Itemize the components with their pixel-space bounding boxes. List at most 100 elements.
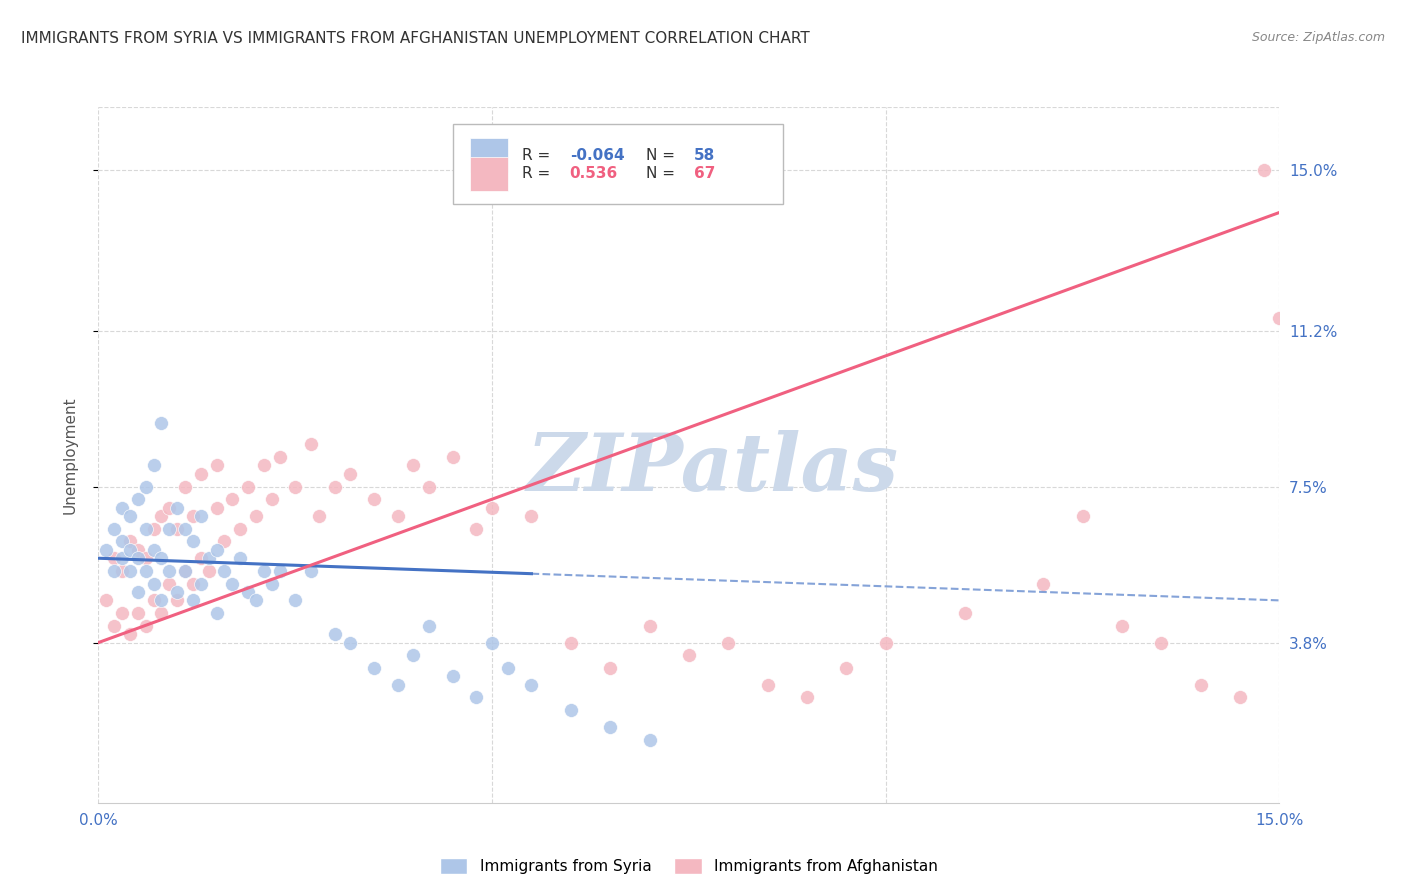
- Point: [465, 690, 488, 705]
- Point: [205, 606, 228, 620]
- Point: [150, 593, 173, 607]
- Point: [481, 635, 503, 649]
- Point: [638, 732, 661, 747]
- Point: [253, 458, 276, 473]
- FancyBboxPatch shape: [453, 124, 783, 204]
- Point: [197, 564, 219, 578]
- Point: [520, 678, 543, 692]
- Point: [284, 593, 307, 607]
- Point: [118, 627, 141, 641]
- Text: N =: N =: [647, 147, 681, 162]
- Point: [323, 479, 346, 493]
- Point: [1253, 163, 1275, 178]
- Point: [1189, 678, 1212, 692]
- Text: IMMIGRANTS FROM SYRIA VS IMMIGRANTS FROM AFGHANISTAN UNEMPLOYMENT CORRELATION CH: IMMIGRANTS FROM SYRIA VS IMMIGRANTS FROM…: [21, 31, 810, 46]
- Point: [127, 585, 149, 599]
- Y-axis label: Unemployment: Unemployment: [63, 396, 77, 514]
- Point: [245, 509, 267, 524]
- Text: 0.536: 0.536: [569, 166, 617, 181]
- Point: [835, 661, 858, 675]
- Point: [127, 542, 149, 557]
- Point: [953, 606, 976, 620]
- Point: [717, 635, 740, 649]
- Text: N =: N =: [647, 166, 681, 181]
- Point: [111, 606, 134, 620]
- Point: [150, 509, 173, 524]
- Point: [402, 458, 425, 473]
- Point: [299, 437, 322, 451]
- Point: [181, 509, 204, 524]
- Point: [135, 551, 157, 566]
- Text: Source: ZipAtlas.com: Source: ZipAtlas.com: [1251, 31, 1385, 45]
- Point: [157, 576, 180, 591]
- Point: [135, 479, 157, 493]
- Point: [181, 534, 204, 549]
- Point: [111, 564, 134, 578]
- Point: [638, 618, 661, 632]
- Point: [560, 703, 582, 717]
- Point: [269, 450, 291, 464]
- Point: [205, 500, 228, 515]
- Point: [245, 593, 267, 607]
- Point: [418, 479, 440, 493]
- Point: [1229, 690, 1251, 705]
- Point: [103, 522, 125, 536]
- Point: [111, 551, 134, 566]
- Point: [127, 492, 149, 507]
- Point: [190, 576, 212, 591]
- Point: [214, 534, 236, 549]
- Point: [118, 534, 141, 549]
- Point: [1032, 576, 1054, 591]
- Text: R =: R =: [523, 147, 555, 162]
- Text: 58: 58: [693, 147, 714, 162]
- Point: [299, 564, 322, 578]
- Point: [229, 551, 252, 566]
- Point: [142, 576, 165, 591]
- Point: [284, 479, 307, 493]
- Point: [308, 509, 330, 524]
- Text: 67: 67: [693, 166, 716, 181]
- Point: [157, 522, 180, 536]
- Text: R =: R =: [523, 166, 555, 181]
- Point: [520, 509, 543, 524]
- Point: [135, 522, 157, 536]
- Point: [363, 492, 385, 507]
- Point: [166, 593, 188, 607]
- Point: [205, 458, 228, 473]
- Point: [181, 576, 204, 591]
- Point: [363, 661, 385, 675]
- Point: [118, 542, 141, 557]
- Point: [481, 500, 503, 515]
- Point: [496, 661, 519, 675]
- Point: [560, 635, 582, 649]
- Point: [150, 417, 173, 431]
- Point: [157, 500, 180, 515]
- Point: [157, 564, 180, 578]
- Point: [796, 690, 818, 705]
- Point: [339, 635, 361, 649]
- Point: [142, 593, 165, 607]
- Point: [756, 678, 779, 692]
- Point: [1071, 509, 1094, 524]
- Point: [127, 606, 149, 620]
- Text: -0.064: -0.064: [569, 147, 624, 162]
- Point: [339, 467, 361, 481]
- Point: [142, 542, 165, 557]
- Point: [118, 509, 141, 524]
- Point: [111, 500, 134, 515]
- Text: ZIPatlas: ZIPatlas: [526, 430, 898, 508]
- Point: [387, 678, 409, 692]
- Point: [96, 593, 118, 607]
- Point: [387, 509, 409, 524]
- Point: [229, 522, 252, 536]
- Point: [875, 635, 897, 649]
- Point: [260, 576, 283, 591]
- Point: [418, 618, 440, 632]
- Point: [269, 564, 291, 578]
- Point: [103, 618, 125, 632]
- Point: [166, 585, 188, 599]
- Point: [142, 522, 165, 536]
- Point: [174, 522, 197, 536]
- Point: [465, 522, 488, 536]
- Point: [166, 522, 188, 536]
